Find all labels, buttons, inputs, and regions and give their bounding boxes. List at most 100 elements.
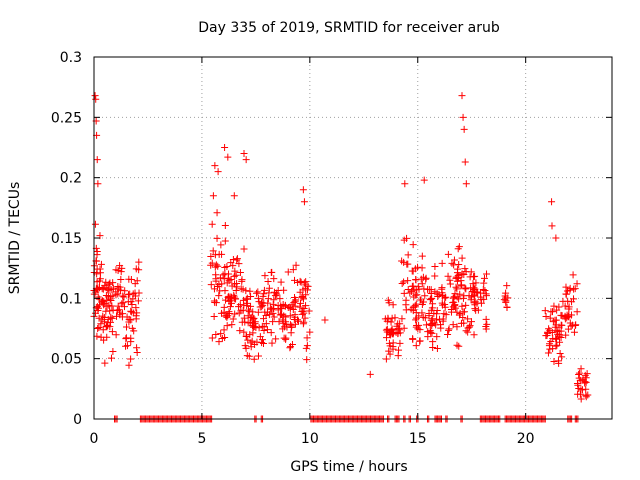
data-point — [251, 318, 259, 326]
data-point — [466, 322, 474, 330]
data-point — [400, 278, 408, 286]
data-point — [134, 297, 142, 305]
data-point — [93, 251, 101, 259]
data-point — [113, 312, 121, 320]
data-point — [402, 296, 410, 304]
data-point — [264, 295, 272, 303]
data-point — [366, 370, 374, 378]
data-point — [302, 344, 310, 352]
data-point — [286, 344, 294, 352]
data-point — [254, 288, 262, 296]
data-point — [385, 339, 393, 347]
data-point — [236, 301, 244, 309]
data-point — [429, 338, 437, 346]
data-point — [557, 311, 565, 319]
data-point — [468, 293, 476, 301]
data-point — [277, 278, 285, 286]
data-point — [321, 316, 329, 324]
data-point — [265, 284, 273, 292]
data-point — [97, 260, 105, 268]
data-point — [427, 306, 435, 314]
data-point — [209, 192, 217, 200]
data-point — [99, 326, 107, 334]
data-point — [244, 306, 252, 314]
data-point — [106, 279, 114, 287]
data-point — [95, 324, 103, 332]
data-point — [99, 312, 107, 320]
x-tick-label: 10 — [301, 431, 319, 447]
data-point — [414, 325, 422, 333]
data-point — [418, 252, 426, 260]
data-point — [259, 340, 267, 348]
data-point — [437, 324, 445, 332]
data-point — [230, 192, 238, 200]
data-point — [220, 326, 228, 334]
data-point — [254, 352, 262, 360]
data-point — [562, 290, 570, 298]
data-point — [433, 307, 441, 315]
data-point — [269, 318, 277, 326]
data-point — [112, 331, 120, 339]
data-point — [412, 316, 420, 324]
data-point — [255, 298, 263, 306]
data-point — [433, 333, 441, 341]
data-point — [454, 245, 462, 253]
data-point — [444, 330, 452, 338]
data-point — [296, 288, 304, 296]
data-point — [461, 265, 469, 273]
data-point — [567, 322, 575, 330]
data-point — [112, 288, 120, 296]
data-point — [254, 294, 262, 302]
data-point — [421, 314, 429, 322]
y-tick-label: 0.05 — [51, 352, 82, 368]
data-point — [424, 285, 432, 293]
data-point — [403, 234, 411, 242]
data-point — [386, 350, 394, 358]
data-point — [460, 125, 468, 133]
data-point — [212, 330, 220, 338]
data-point — [450, 256, 458, 264]
data-point — [303, 334, 311, 342]
data-point — [223, 322, 231, 330]
data-point — [442, 311, 450, 319]
data-point — [304, 282, 312, 290]
data-point — [297, 278, 305, 286]
data-point — [582, 374, 590, 382]
data-point — [562, 331, 570, 339]
data-point — [230, 291, 238, 299]
data-point — [444, 250, 452, 258]
data-point — [431, 263, 439, 271]
data-point — [407, 305, 415, 313]
data-point — [426, 320, 434, 328]
data-point — [269, 309, 277, 317]
axis-ticks: 0 5 10 15 20 0 0.05 0.1 0.15 0.2 0.25 0.3 — [51, 50, 612, 447]
data-point — [102, 307, 110, 315]
data-point — [450, 293, 458, 301]
data-point — [261, 308, 269, 316]
data-point — [445, 326, 453, 334]
data-point — [224, 153, 232, 161]
data-point — [220, 275, 228, 283]
data-point — [231, 267, 239, 275]
data-point — [91, 92, 99, 100]
data-point — [569, 271, 577, 279]
data-point — [228, 321, 236, 329]
y-tick-label: 0.1 — [60, 291, 82, 307]
data-point — [479, 286, 487, 294]
data-point — [268, 268, 276, 276]
data-point — [445, 325, 453, 333]
data-point — [456, 309, 464, 317]
y-tick-label: 0.2 — [60, 171, 82, 187]
data-point — [253, 289, 261, 297]
data-point — [412, 342, 420, 350]
data-point — [226, 297, 234, 305]
data-point — [453, 341, 461, 349]
data-point — [556, 350, 564, 358]
data-point — [401, 180, 409, 188]
data-point — [231, 310, 239, 318]
data-point — [294, 316, 302, 324]
data-point — [128, 324, 136, 332]
data-point — [555, 303, 563, 311]
data-point — [471, 305, 479, 313]
data-point — [286, 312, 294, 320]
